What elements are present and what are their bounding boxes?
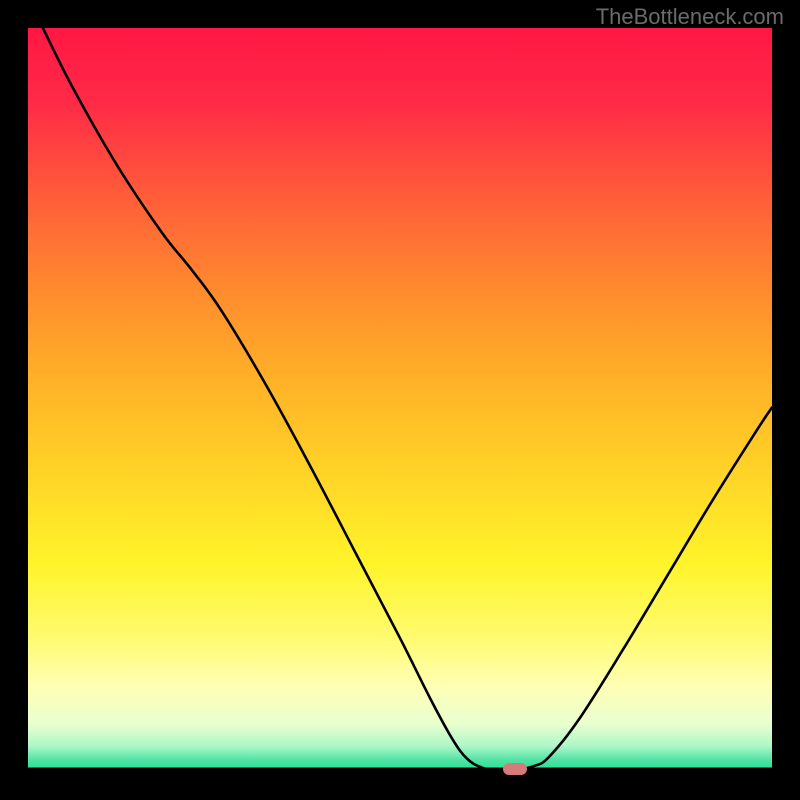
watermark-text: TheBottleneck.com [596,4,784,30]
chart-baseline [28,768,772,772]
optimal-marker [503,763,527,775]
gradient-background [28,28,772,772]
chart-svg [28,28,772,772]
chart-plot-area [28,28,772,772]
